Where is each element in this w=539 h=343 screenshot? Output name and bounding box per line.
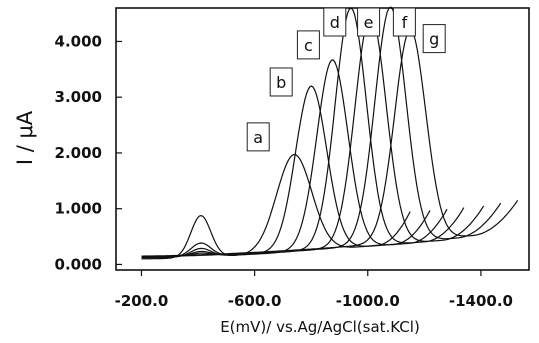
peak-label-text: g — [429, 30, 439, 49]
peak-label-a: a — [246, 122, 270, 152]
peak-label-box — [296, 30, 320, 60]
peak-label-e: e — [357, 7, 381, 37]
y-tick-label: 0.000 — [55, 255, 102, 273]
y-tick-label: 2.000 — [55, 144, 102, 162]
peak-label-box — [422, 24, 446, 54]
x-tick-label: -1400.0 — [449, 292, 513, 310]
plot-frame — [115, 7, 530, 271]
y-axis-title: I / μA — [13, 110, 37, 165]
curve-group — [141, 6, 519, 260]
peak-label-text: f — [402, 13, 408, 32]
y-tick-label: 4.000 — [55, 32, 102, 50]
x-axis-title: E(mV)/ vs.Ag/AgCl(sat.KCl) — [220, 318, 420, 336]
peak-label-box — [246, 122, 270, 152]
series-curve-b — [141, 85, 431, 259]
peak-label-box — [269, 67, 293, 97]
x-axis-ticks: -200.0 -600.0 -1000.0 -1400.0 — [115, 270, 513, 310]
peak-label-text: a — [253, 128, 263, 147]
x-tick-label: -600.0 — [228, 292, 282, 310]
series-curve-c — [141, 59, 448, 259]
series-curve-d — [141, 7, 465, 258]
peak-label-text: d — [330, 13, 340, 32]
x-tick-label: -1000.0 — [336, 292, 400, 310]
y-axis-ticks: 0.000 1.000 2.000 3.000 4.000 — [55, 32, 122, 273]
peak-label-d: d — [323, 7, 347, 37]
peak-label-f: f — [392, 7, 416, 37]
peak-label-group: a bcd e f g — [246, 7, 446, 152]
series-curve-g — [141, 29, 519, 257]
peak-label-box — [323, 7, 347, 37]
peak-label-box — [357, 7, 381, 37]
peak-label-box — [392, 7, 416, 37]
x-tick-label: -200.0 — [115, 292, 169, 310]
peak-label-text: b — [276, 73, 286, 92]
y-tick-label: 3.000 — [55, 88, 102, 106]
y-tick-label: 1.000 — [55, 200, 102, 218]
peak-label-g: g — [422, 24, 446, 54]
peak-label-b: b — [269, 67, 293, 97]
peak-label-text: e — [364, 13, 374, 32]
peak-label-c: c — [296, 30, 320, 60]
peak-label-text: c — [304, 36, 313, 55]
